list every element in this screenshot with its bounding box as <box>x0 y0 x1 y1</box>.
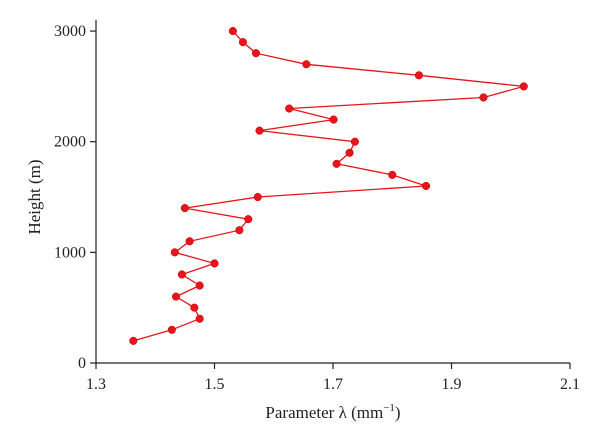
x-tick-label: 1.9 <box>442 376 462 393</box>
data-point <box>345 148 354 157</box>
data-point <box>170 248 179 257</box>
data-point <box>244 215 253 224</box>
x-ticks: 1.3 1.5 1.7 1.9 2.1 <box>86 363 580 393</box>
data-point <box>195 281 204 290</box>
data-point <box>238 38 247 47</box>
data-point <box>414 71 423 80</box>
y-tick-label: 2000 <box>54 134 86 151</box>
y-tick-label: 3000 <box>54 23 86 40</box>
data-point <box>285 104 294 113</box>
data-point <box>129 336 138 345</box>
data-points <box>129 27 528 345</box>
data-point <box>185 237 194 246</box>
data-point <box>388 170 397 179</box>
x-axis-title-main: Parameter λ (mm <box>265 403 383 422</box>
x-axis-title: Parameter λ (mm−1) <box>265 402 400 422</box>
data-point <box>253 192 262 202</box>
data-point <box>228 27 237 36</box>
x-tick-label: 1.5 <box>205 376 225 393</box>
data-point <box>421 181 431 191</box>
data-point <box>171 292 181 301</box>
data-point <box>177 270 186 279</box>
data-point <box>332 159 341 168</box>
x-tick-label: 1.3 <box>86 376 106 393</box>
data-point <box>350 137 359 146</box>
y-axis-title: Height (m) <box>25 159 44 234</box>
data-point <box>167 325 176 334</box>
x-tick-label: 1.7 <box>323 376 343 393</box>
x-axis-title-superscript: −1 <box>383 402 395 414</box>
x-tick-label: 2.1 <box>560 376 580 393</box>
data-point <box>519 82 528 91</box>
data-point <box>190 303 199 312</box>
y-ticks: 0 1000 2000 3000 <box>54 23 96 372</box>
data-point <box>329 115 338 124</box>
data-point <box>235 226 244 235</box>
x-axis-title-end: ) <box>395 403 401 422</box>
data-point <box>302 60 311 69</box>
data-point <box>195 314 204 323</box>
data-point <box>251 49 261 58</box>
data-point <box>210 259 219 268</box>
y-tick-label: 1000 <box>54 244 86 261</box>
data-point <box>180 204 189 213</box>
data-point <box>255 126 264 135</box>
data-point <box>479 93 488 102</box>
y-tick-label: 0 <box>78 355 86 372</box>
series-line <box>133 30 524 342</box>
